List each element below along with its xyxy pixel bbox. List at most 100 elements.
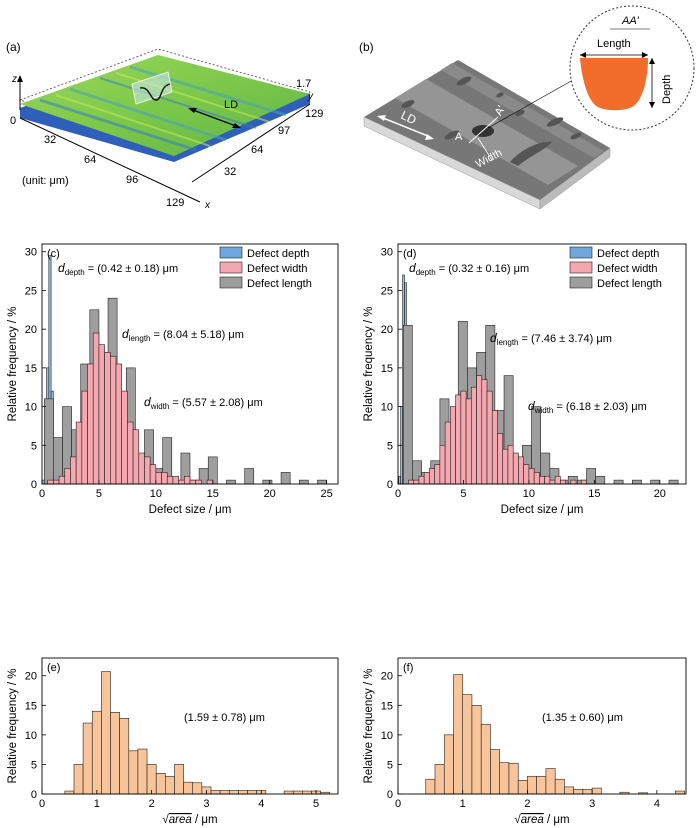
x-tick-129: 129 <box>166 197 184 209</box>
bar-width <box>110 355 117 485</box>
x-tick-label: 0 <box>39 488 45 500</box>
bar-width <box>47 479 54 485</box>
bar-area <box>210 790 221 795</box>
x-tick-label: 15 <box>207 488 219 500</box>
y-tick-label: 25 <box>25 285 37 297</box>
bar-width <box>121 390 128 485</box>
z-zero-label: 0 <box>10 115 16 127</box>
plot-frame <box>41 243 339 485</box>
legend-label-width: Defect width <box>247 263 308 275</box>
y-tick-label: 15 <box>381 700 393 712</box>
x-tick-label: 3 <box>203 798 209 810</box>
bar-width <box>481 379 488 485</box>
bar-width <box>439 444 446 485</box>
ld-label: LD <box>224 99 238 111</box>
bar-length <box>43 398 54 485</box>
x-axis-label: Defect size / μm <box>149 504 232 516</box>
bar-area <box>527 775 537 795</box>
x-tick-label: 5 <box>96 488 102 500</box>
bar-width <box>523 464 530 485</box>
bar-width <box>423 472 430 485</box>
defect-box <box>131 71 173 105</box>
y-tick-label: 20 <box>381 324 393 336</box>
legend-swatch-width <box>569 261 593 274</box>
chart-e: 0 1 2 3 4 5 0 5 10 15 20 Relative frequency / % √are… <box>7 657 339 826</box>
bar-width <box>166 475 174 485</box>
y-tick-label: 5 <box>31 759 37 771</box>
bar-width <box>172 475 179 485</box>
legend-label-width: Defect width <box>597 263 658 275</box>
bar-area <box>490 749 501 795</box>
bar-area <box>219 790 230 795</box>
plot-frame <box>397 657 687 795</box>
y-tick-label: 10 <box>381 402 393 414</box>
bar-width <box>413 479 420 485</box>
bar-length <box>298 479 309 485</box>
bar-area <box>443 734 454 795</box>
bar-width <box>98 344 105 485</box>
bar-area <box>554 778 565 795</box>
y-tick-label: 25 <box>381 285 393 297</box>
bar-length <box>317 479 327 485</box>
y-tick-label: 20 <box>25 324 37 336</box>
x-tick-label: 0 <box>395 798 401 810</box>
bar-width <box>429 468 435 485</box>
bar-width <box>144 456 151 485</box>
x-tick-96: 96 <box>126 174 138 186</box>
bar-area <box>517 780 528 795</box>
bar-width <box>544 475 551 485</box>
bar-area <box>573 788 584 795</box>
x-tick-label: 4 <box>258 798 264 810</box>
annotation-mean: (1.35 ± 0.60) μm <box>542 712 623 724</box>
y-axis-label: Relative frequency / % <box>7 306 19 421</box>
chart-d: 0 5 10 15 20 0 5 10 15 20 25 30 Relative frequency /… <box>363 243 687 516</box>
bar-width <box>149 464 157 485</box>
bar-width <box>497 433 504 485</box>
bar-width <box>518 456 524 485</box>
legend-swatch-depth <box>219 246 243 259</box>
bar-width <box>87 363 94 485</box>
y-tick-label: 20 <box>381 671 393 683</box>
bar-area <box>564 786 574 795</box>
bar-area <box>192 782 203 795</box>
bar-width <box>549 479 556 485</box>
bar-area <box>582 788 593 795</box>
x-tick-label: 0 <box>39 798 45 810</box>
legend-swatch-width <box>219 261 243 274</box>
x-tick-label: 2 <box>524 798 530 810</box>
panel-a: (a) LD z 0 1.7 y 129 97 64 <box>6 40 323 211</box>
bar-width <box>465 398 472 485</box>
bar-width <box>434 464 441 485</box>
bar-area <box>155 772 166 795</box>
bar-area <box>82 722 93 795</box>
bar-width <box>115 363 122 485</box>
bar-depth <box>398 475 401 485</box>
bar-length <box>632 479 642 485</box>
bar-width <box>53 479 60 485</box>
plot-frame <box>397 243 687 485</box>
bar-width <box>64 468 71 485</box>
bar-length <box>226 479 236 485</box>
chart-c: 0 5 10 15 20 25 0 5 10 15 20 25 30 Relative frequency… <box>7 243 339 516</box>
y-tick-label: 0 <box>31 789 37 801</box>
bar-width <box>75 421 83 485</box>
bar-length <box>650 479 661 485</box>
y-tick-64: 64 <box>251 144 263 156</box>
bar-width <box>471 386 477 485</box>
defect-profile <box>139 83 171 101</box>
bar-area <box>508 762 519 795</box>
y-tick-label: 10 <box>25 730 37 742</box>
bar-width <box>184 475 191 485</box>
legend-label-length: Defect length <box>247 278 312 290</box>
x-axis-label: Defect size / μm <box>501 504 584 516</box>
bar-area <box>183 781 194 795</box>
x-tick-label: 4 <box>654 798 660 810</box>
z-top-label: 1.7 <box>296 78 311 90</box>
bar-area <box>499 762 510 795</box>
panel-b: (b) A A' Width LD <box>359 5 695 210</box>
width-marker <box>477 137 493 161</box>
bar-width <box>580 479 587 485</box>
y-axis-label: y <box>307 91 314 102</box>
y-tick-label: 0 <box>31 479 37 491</box>
